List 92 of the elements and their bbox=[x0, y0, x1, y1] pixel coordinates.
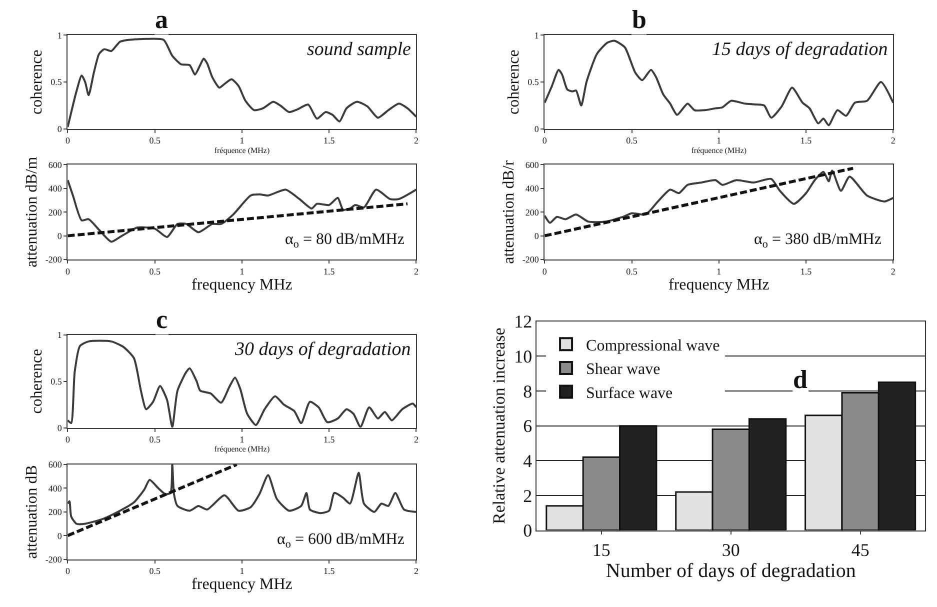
x-tick-label: 2 bbox=[890, 136, 896, 146]
chart-title: a bbox=[155, 5, 168, 34]
y-tick-label: 200 bbox=[525, 207, 540, 218]
text: d bbox=[793, 365, 808, 394]
chart-subtitle: 30 days of degradation bbox=[234, 339, 411, 360]
x-tick-label: 0.5 bbox=[149, 434, 161, 445]
y-tick-label: 200 bbox=[48, 507, 62, 518]
x-axis-title: fréquence (MHz) bbox=[214, 444, 270, 454]
chart-title: c bbox=[156, 305, 168, 334]
x-tick-label: 1 bbox=[240, 566, 244, 576]
annotation: α$_{o}$ = 600 dB/mMHz bbox=[277, 531, 404, 550]
x-axis-title: frequency MHz bbox=[668, 276, 770, 294]
legend-label: Compressional wave bbox=[586, 337, 720, 354]
x-tick-label: 1 bbox=[716, 266, 722, 276]
legend-label: Surface wave bbox=[586, 385, 673, 402]
x-axis-title: frequency MHz bbox=[192, 576, 292, 594]
x-tick-label: 1 bbox=[240, 266, 244, 276]
x-tick-label: 0 bbox=[542, 266, 548, 276]
y-tick-label: 0 bbox=[534, 124, 540, 134]
x-tick-label: 2 bbox=[414, 266, 418, 276]
y-tick-label: 0.5 bbox=[528, 77, 540, 88]
x-tick-label: 0.5 bbox=[149, 266, 161, 276]
x-tick-label: 0 bbox=[65, 266, 70, 276]
y-tick-label: 1 bbox=[57, 30, 62, 40]
y-tick-label: 600 bbox=[48, 460, 62, 470]
y-tick-label: 12 bbox=[514, 312, 532, 332]
y-tick-label: 600 bbox=[525, 160, 540, 170]
y-tick-label: 1 bbox=[57, 330, 62, 340]
y-tick-label: -200 bbox=[522, 254, 540, 265]
y-tick-label: 400 bbox=[525, 184, 540, 194]
x-tick-label: 0 bbox=[65, 434, 70, 445]
y-tick-label: 0 bbox=[57, 124, 62, 134]
y-axis-title: coherence bbox=[28, 348, 46, 414]
x-tick-label: 2 bbox=[414, 434, 418, 445]
x-tick-label: 2 bbox=[890, 266, 896, 276]
y-axis-title: coherence bbox=[28, 50, 46, 114]
x-tick-label: 45 bbox=[851, 540, 870, 560]
y-tick-label: -200 bbox=[45, 254, 62, 265]
x-tick-label: 0.5 bbox=[626, 136, 638, 146]
annotation: α$_{o}$ = 380 dB/mMHz bbox=[754, 231, 882, 250]
y-tick-label: 1 bbox=[534, 30, 539, 40]
legend-label: Shear wave bbox=[586, 361, 660, 378]
x-tick-label: 0 bbox=[542, 136, 548, 146]
y-tick-label: 200 bbox=[48, 207, 62, 218]
y-tick-label: 0 bbox=[534, 230, 540, 241]
y-axis-title: Relative attenuation increase bbox=[490, 328, 509, 524]
x-tick-label: 1.5 bbox=[800, 136, 812, 146]
annotation: α$_{o}$ = 80 dB/mMHz bbox=[285, 231, 404, 250]
x-tick-label: 2 bbox=[414, 566, 418, 576]
y-tick-label: 400 bbox=[48, 184, 62, 194]
y-axis-title: attenuation dB bbox=[23, 465, 40, 559]
y-tick-label: 10 bbox=[514, 346, 532, 366]
x-axis-title: fréquence (MHz) bbox=[214, 146, 270, 155]
x-tick-label: 1 bbox=[240, 434, 244, 445]
x-tick-label: 0.5 bbox=[149, 136, 161, 146]
y-axis-title: attenuation dB/m bbox=[23, 156, 40, 268]
x-tick-label: 1 bbox=[240, 136, 244, 146]
y-tick-label: 0 bbox=[523, 520, 532, 541]
x-tick-label: 1.5 bbox=[323, 136, 336, 146]
x-axis-title: Number of days of degradation bbox=[606, 560, 856, 582]
y-tick-label: -200 bbox=[45, 554, 62, 564]
y-axis-title: coherence bbox=[506, 50, 523, 114]
y-tick-label: 8 bbox=[523, 381, 532, 402]
x-tick-label: 0 bbox=[65, 136, 70, 146]
x-tick-label: 1.5 bbox=[323, 566, 336, 576]
y-tick-label: 0 bbox=[57, 530, 62, 541]
y-tick-label: 0 bbox=[57, 422, 62, 433]
y-tick-label: 6 bbox=[523, 416, 532, 436]
x-tick-label: 0.5 bbox=[149, 566, 161, 576]
chart-title: b bbox=[632, 5, 646, 34]
y-tick-label: 0.5 bbox=[50, 376, 62, 386]
chart-subtitle: 15 days of degradation bbox=[712, 39, 888, 60]
y-tick-label: 0.5 bbox=[50, 77, 62, 88]
x-tick-label: 0 bbox=[65, 566, 70, 576]
x-tick-label: 15 bbox=[592, 540, 610, 560]
y-tick-label: 600 bbox=[48, 160, 62, 170]
x-tick-label: 1 bbox=[716, 136, 722, 146]
y-tick-label: 4 bbox=[523, 450, 532, 471]
x-tick-label: 30 bbox=[722, 540, 740, 560]
x-tick-label: 1.5 bbox=[323, 434, 336, 445]
line-series bbox=[68, 38, 416, 128]
x-tick-label: 1.5 bbox=[323, 266, 336, 276]
x-axis-title: fréquence (MHz) bbox=[691, 146, 747, 155]
x-tick-label: 1.5 bbox=[800, 266, 812, 276]
x-axis-title: frequency MHz bbox=[192, 276, 292, 294]
chart-subtitle: sound sample bbox=[307, 39, 411, 60]
y-tick-label: 2 bbox=[523, 486, 532, 506]
x-tick-label: 0.5 bbox=[626, 266, 638, 276]
x-tick-label: 2 bbox=[414, 136, 418, 146]
y-axis-title: attenuation dB/r bbox=[500, 160, 518, 264]
y-tick-label: 0 bbox=[57, 230, 62, 241]
y-tick-label: 400 bbox=[48, 483, 62, 494]
